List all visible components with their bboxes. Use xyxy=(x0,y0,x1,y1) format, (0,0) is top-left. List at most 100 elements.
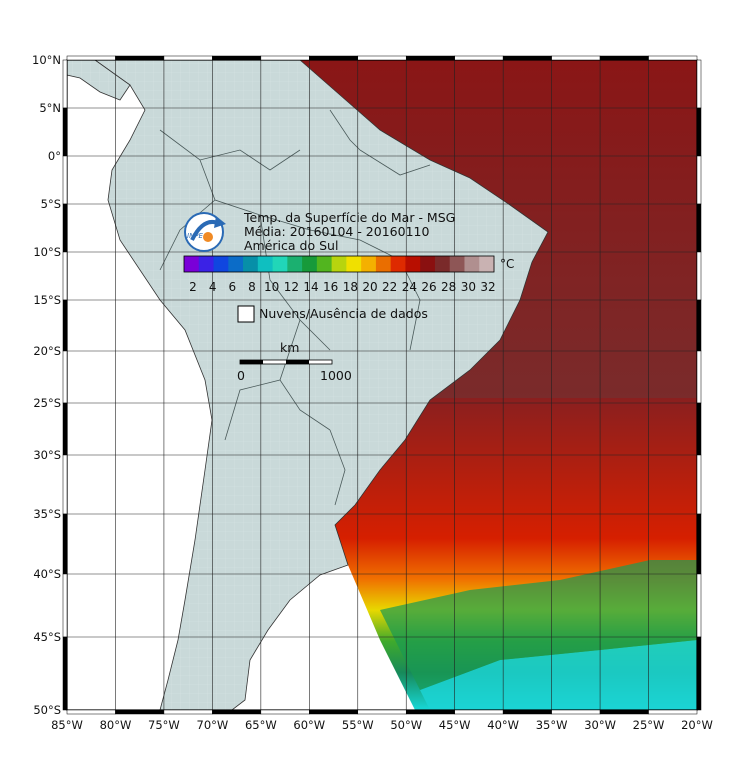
frame-bar-top xyxy=(648,55,698,61)
country-borders xyxy=(159,109,431,506)
latitude-label: 10°S xyxy=(33,245,61,259)
colorbar-tick-label: 20 xyxy=(362,280,377,294)
frame-bar-bottom xyxy=(405,709,455,715)
colorbar-swatch xyxy=(272,256,288,272)
latitude-label: 25°S xyxy=(33,396,61,410)
colorbar-tick-label: 10 xyxy=(264,280,279,294)
frame-bar-left xyxy=(62,350,68,404)
colorbar-tick-label: 18 xyxy=(343,280,358,294)
frame-ticks xyxy=(62,55,702,715)
sst-atlantic-north xyxy=(300,60,697,400)
frame-bar-bottom xyxy=(66,709,116,715)
frame-bar-bottom xyxy=(648,709,698,715)
legend-title-line1: Temp. da Superfície do Mar - MSG xyxy=(243,210,455,225)
colorbar xyxy=(184,256,495,272)
colorbar-swatch xyxy=(434,256,451,272)
latitude-label: 50°S xyxy=(33,703,61,717)
frame-bar-bottom xyxy=(260,709,310,715)
latitude-labels: 10°N 5°N 0° 5°S 10°S 15°S 20°S 25°S 30°S 35°S 40°S… xyxy=(32,53,61,717)
latitude-label: 5°S xyxy=(41,197,61,211)
clouds-label: Nuvens/Ausência de dados xyxy=(259,306,428,321)
inpe-logo: INPE xyxy=(184,212,226,252)
colorbar-tick-label: 26 xyxy=(421,280,436,294)
frame-bar-top xyxy=(502,55,552,61)
frame-bar-bottom xyxy=(454,709,504,715)
frame-bar-top xyxy=(212,55,262,61)
frame-bar-top xyxy=(405,55,455,61)
frame-bar-left xyxy=(62,251,68,301)
longitude-label: 85°W xyxy=(51,718,83,732)
colorbar-tick-label: 24 xyxy=(402,280,417,294)
colorbar-tick-label: 2 xyxy=(189,280,197,294)
longitude-labels: 85°W 80°W 75°W 70°W 65°W 60°W 55°W 50°W 45°W 40°W… xyxy=(51,718,713,732)
frame-bar-top xyxy=(357,55,407,61)
colorbar-swatch xyxy=(302,256,318,272)
colorbar-swatch xyxy=(479,256,495,272)
latitude-label: 15°S xyxy=(33,293,61,307)
colorbar-swatch xyxy=(390,256,406,272)
legend-title-line3: América do Sul xyxy=(244,238,338,253)
colorbar-swatch xyxy=(257,256,274,272)
colorbar-tick-label: 28 xyxy=(441,280,456,294)
latitude-label: 0° xyxy=(48,149,61,163)
longitude-label: 50°W xyxy=(390,718,422,732)
frame-bar-left xyxy=(62,573,68,638)
colorbar-tick-label: 32 xyxy=(480,280,495,294)
colorbar-tick-label: 22 xyxy=(382,280,397,294)
colorbar-swatch xyxy=(243,256,259,272)
frame-bar-top xyxy=(163,55,213,61)
clouds-swatch xyxy=(237,305,255,323)
sst-green-band xyxy=(380,560,697,690)
latitude-label: 5°N xyxy=(39,101,61,115)
latitude-label: 20°S xyxy=(33,344,61,358)
legend-title-line2: Média: 20160104 - 20160110 xyxy=(244,224,429,239)
latitude-label: 45°S xyxy=(33,630,61,644)
colorbar-swatch xyxy=(464,256,480,272)
colorbar-swatch xyxy=(198,256,215,272)
colorbar-tick-label: 16 xyxy=(323,280,338,294)
latitude-label: 35°S xyxy=(33,507,61,521)
scale-start: 0 xyxy=(237,368,245,383)
frame-bar-top xyxy=(66,55,116,61)
longitude-label: 75°W xyxy=(148,718,180,732)
colorbar-tick-label: 14 xyxy=(303,280,318,294)
colorbar-tick-label: 6 xyxy=(229,280,237,294)
sst-cold-patch xyxy=(420,640,697,710)
frame-bar-left xyxy=(62,454,68,515)
frame-bar-bottom xyxy=(502,709,552,715)
scale-bar: km 0 1000 xyxy=(237,340,352,383)
frame-bar-bottom xyxy=(309,709,359,715)
longitude-label: 65°W xyxy=(245,718,277,732)
colorbar-frame xyxy=(183,255,495,273)
latitude-label: 30°S xyxy=(33,448,61,462)
colorbar-tick-label: 30 xyxy=(461,280,476,294)
colorbar-swatch xyxy=(361,256,377,272)
frame-bar-left xyxy=(62,513,68,575)
frame-bar-left xyxy=(62,107,68,157)
colorbar-swatch xyxy=(228,256,244,272)
colorbar-swatch xyxy=(420,256,436,272)
frame-bar-right xyxy=(696,454,702,515)
frame-bar-left xyxy=(62,59,68,109)
frame-bar-top xyxy=(309,55,359,61)
frame-bar-bottom xyxy=(115,709,165,715)
colorbar-swatch xyxy=(184,256,200,272)
colorbar-swatch xyxy=(346,256,362,272)
frame-bar-left xyxy=(62,299,68,352)
frame-bar-bottom xyxy=(599,709,649,715)
scale-end: 1000 xyxy=(320,368,352,383)
frame-bar-bottom xyxy=(163,709,213,715)
frame-bar-left xyxy=(62,636,68,711)
frame-bar-right xyxy=(696,155,702,205)
latitude-label: 40°S xyxy=(33,567,61,581)
land-central-america xyxy=(66,59,131,101)
colorbar-tick-label: 8 xyxy=(248,280,256,294)
frame-bar-right xyxy=(696,573,702,638)
colorbar-swatch xyxy=(375,256,392,272)
frame-bar-right xyxy=(696,203,702,253)
frame-bar-right xyxy=(696,107,702,157)
frame-bar-right xyxy=(696,513,702,575)
longitude-label: 60°W xyxy=(293,718,325,732)
